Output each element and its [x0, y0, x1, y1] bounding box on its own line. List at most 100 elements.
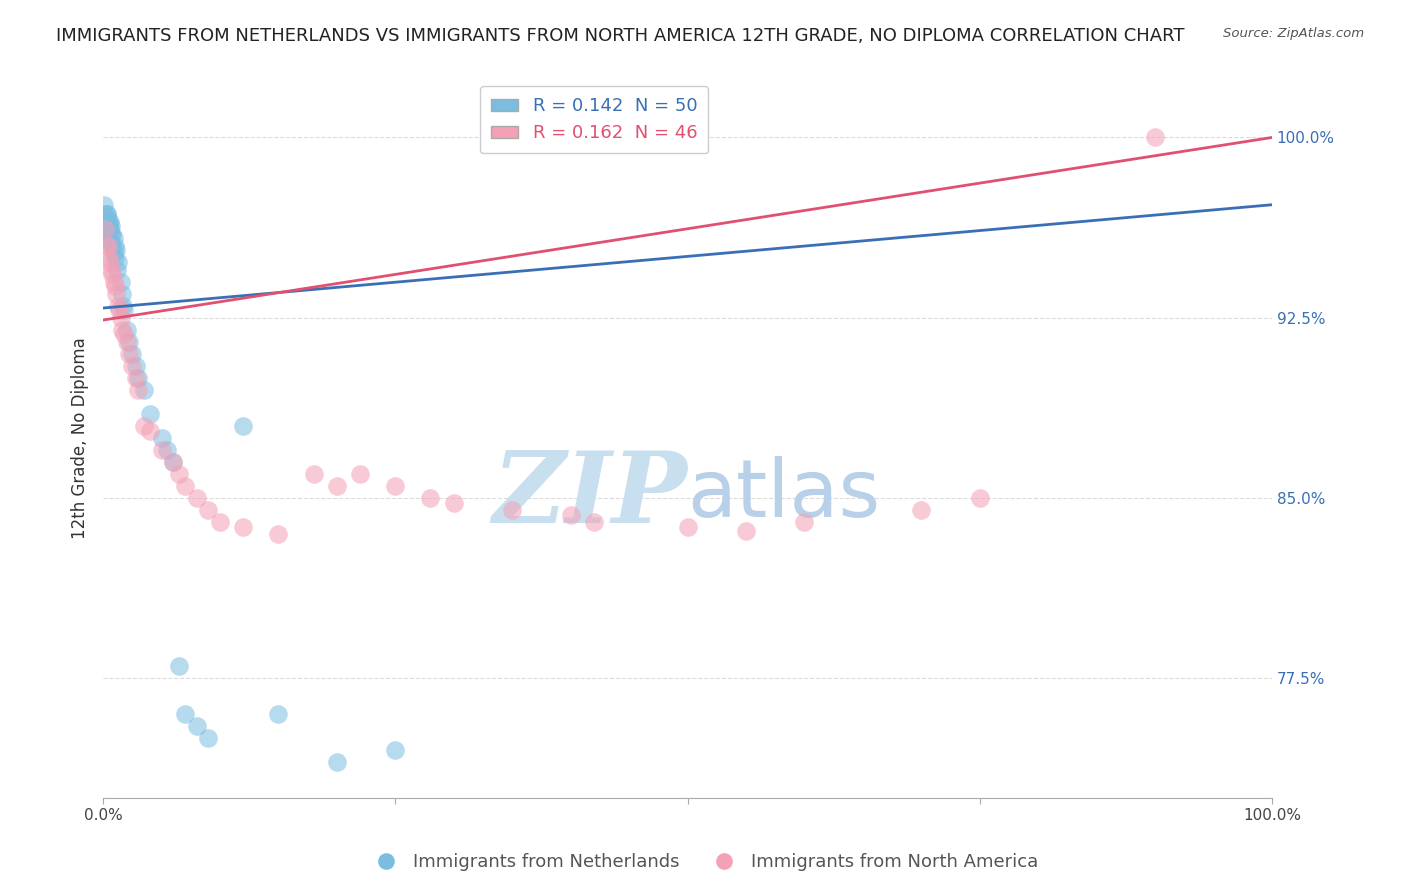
Point: [208, 515, 231, 529]
Point: [110, 310, 132, 325]
Point: [97, 238, 120, 252]
Point: [125, 370, 148, 384]
Point: [94, 221, 117, 235]
Point: [676, 519, 699, 533]
Point: [108, 303, 131, 318]
Point: [101, 238, 124, 252]
Point: [112, 303, 135, 318]
Point: [167, 659, 190, 673]
Point: [98, 231, 121, 245]
Point: [96, 214, 118, 228]
Text: Source: ZipAtlas.com: Source: ZipAtlas.com: [1223, 27, 1364, 40]
Point: [735, 524, 758, 539]
Point: [97, 227, 120, 241]
Point: [105, 262, 128, 277]
Point: [115, 323, 138, 337]
Point: [443, 495, 465, 509]
Point: [132, 383, 155, 397]
Point: [112, 327, 135, 342]
Point: [101, 227, 124, 241]
Point: [132, 418, 155, 433]
Point: [100, 219, 122, 234]
Point: [326, 755, 349, 769]
Point: [174, 706, 197, 721]
Point: [197, 503, 219, 517]
Point: [97, 212, 120, 227]
Point: [100, 262, 122, 277]
Text: ZIP: ZIP: [492, 447, 688, 543]
Point: [104, 251, 127, 265]
Point: [111, 323, 134, 337]
Text: IMMIGRANTS FROM NETHERLANDS VS IMMIGRANTS FROM NORTH AMERICA 12TH GRADE, NO DIPL: IMMIGRANTS FROM NETHERLANDS VS IMMIGRANT…: [56, 27, 1185, 45]
Point: [107, 255, 129, 269]
Point: [111, 299, 134, 313]
Point: [174, 479, 197, 493]
Point: [96, 238, 118, 252]
Point: [121, 347, 143, 361]
Legend: R = 0.142  N = 50, R = 0.162  N = 46: R = 0.142 N = 50, R = 0.162 N = 46: [481, 87, 709, 153]
Legend: Immigrants from Netherlands, Immigrants from North America: Immigrants from Netherlands, Immigrants …: [360, 847, 1046, 879]
Point: [98, 217, 121, 231]
Point: [98, 221, 121, 235]
Point: [384, 743, 406, 757]
Point: [232, 519, 254, 533]
Point: [186, 719, 208, 733]
Point: [232, 418, 254, 433]
Y-axis label: 12th Grade, No Diploma: 12th Grade, No Diploma: [72, 337, 89, 539]
Point: [98, 255, 121, 269]
Point: [104, 238, 127, 252]
Point: [94, 221, 117, 235]
Point: [910, 503, 932, 517]
Point: [125, 359, 148, 373]
Point: [162, 455, 184, 469]
Point: [103, 231, 125, 245]
Point: [139, 424, 162, 438]
Point: [96, 221, 118, 235]
Point: [793, 515, 815, 529]
Point: [302, 467, 325, 481]
Point: [107, 299, 129, 313]
Point: [186, 491, 208, 505]
Point: [104, 286, 127, 301]
Point: [118, 347, 141, 361]
Point: [100, 227, 122, 241]
Point: [267, 526, 290, 541]
Point: [167, 467, 190, 481]
Point: [162, 455, 184, 469]
Point: [384, 479, 406, 493]
Point: [110, 275, 132, 289]
Point: [1143, 130, 1166, 145]
Point: [98, 214, 121, 228]
Point: [97, 219, 120, 234]
Point: [127, 370, 149, 384]
Point: [197, 731, 219, 745]
Point: [103, 245, 125, 260]
Text: atlas: atlas: [688, 457, 880, 534]
Point: [103, 275, 125, 289]
Point: [93, 207, 115, 221]
Point: [326, 479, 349, 493]
Point: [104, 279, 127, 293]
Point: [101, 268, 124, 282]
Point: [121, 359, 143, 373]
Point: [349, 467, 371, 481]
Point: [118, 334, 141, 349]
Point: [139, 407, 162, 421]
Point: [96, 207, 118, 221]
Point: [96, 207, 118, 221]
Point: [150, 431, 173, 445]
Point: [94, 214, 117, 228]
Point: [582, 515, 605, 529]
Point: [111, 286, 134, 301]
Point: [98, 224, 121, 238]
Point: [156, 442, 179, 457]
Point: [98, 251, 121, 265]
Point: [150, 442, 173, 457]
Point: [104, 244, 127, 258]
Point: [419, 491, 441, 505]
Point: [501, 503, 523, 517]
Point: [93, 198, 115, 212]
Point: [969, 491, 991, 505]
Point: [115, 334, 138, 349]
Point: [100, 236, 122, 251]
